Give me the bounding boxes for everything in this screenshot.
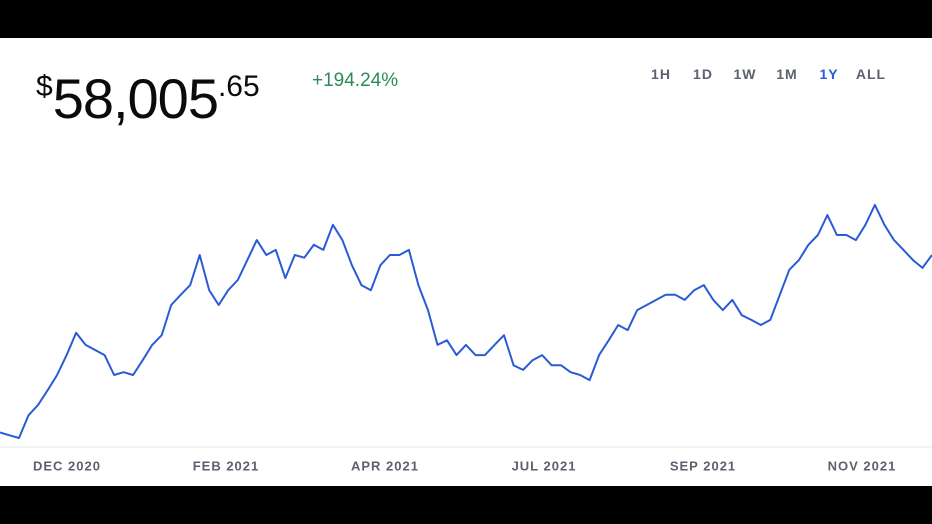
price-whole: 58,005	[52, 67, 219, 130]
change: +194.24%	[312, 70, 399, 91]
x-tick-label: DEC 2020	[33, 458, 101, 473]
x-tick-label: JUL 2021	[512, 458, 577, 473]
price: $58,005.65	[36, 66, 260, 131]
range-selector: 1H 1D 1W 1M 1Y ALL	[640, 66, 892, 82]
price-line	[0, 203, 932, 439]
range-button[interactable]: 1D	[693, 66, 713, 82]
x-tick-label: APR 2021	[351, 458, 419, 473]
x-tick-label: SEP 2021	[670, 458, 736, 473]
price-panel: $58,005.65 +194.24% 1H 1D 1W 1M 1Y ALL DEC 20…	[0, 38, 932, 486]
range-button[interactable]: 1Y	[819, 66, 839, 82]
price-cents: .65	[217, 70, 260, 103]
range-button[interactable]: 1W	[733, 66, 757, 82]
x-tick-label: FEB 2021	[193, 458, 260, 473]
range-button[interactable]: 1M	[776, 66, 798, 82]
currency: $	[36, 70, 53, 103]
range-button[interactable]: ALL	[855, 66, 887, 82]
x-tick-label: NOV 2021	[828, 458, 897, 473]
chart: DEC 2020 FEB 2021 APR 2021 JUL 2021 SEP 2021…	[0, 203, 932, 473]
range-button[interactable]: 1H	[651, 66, 671, 82]
